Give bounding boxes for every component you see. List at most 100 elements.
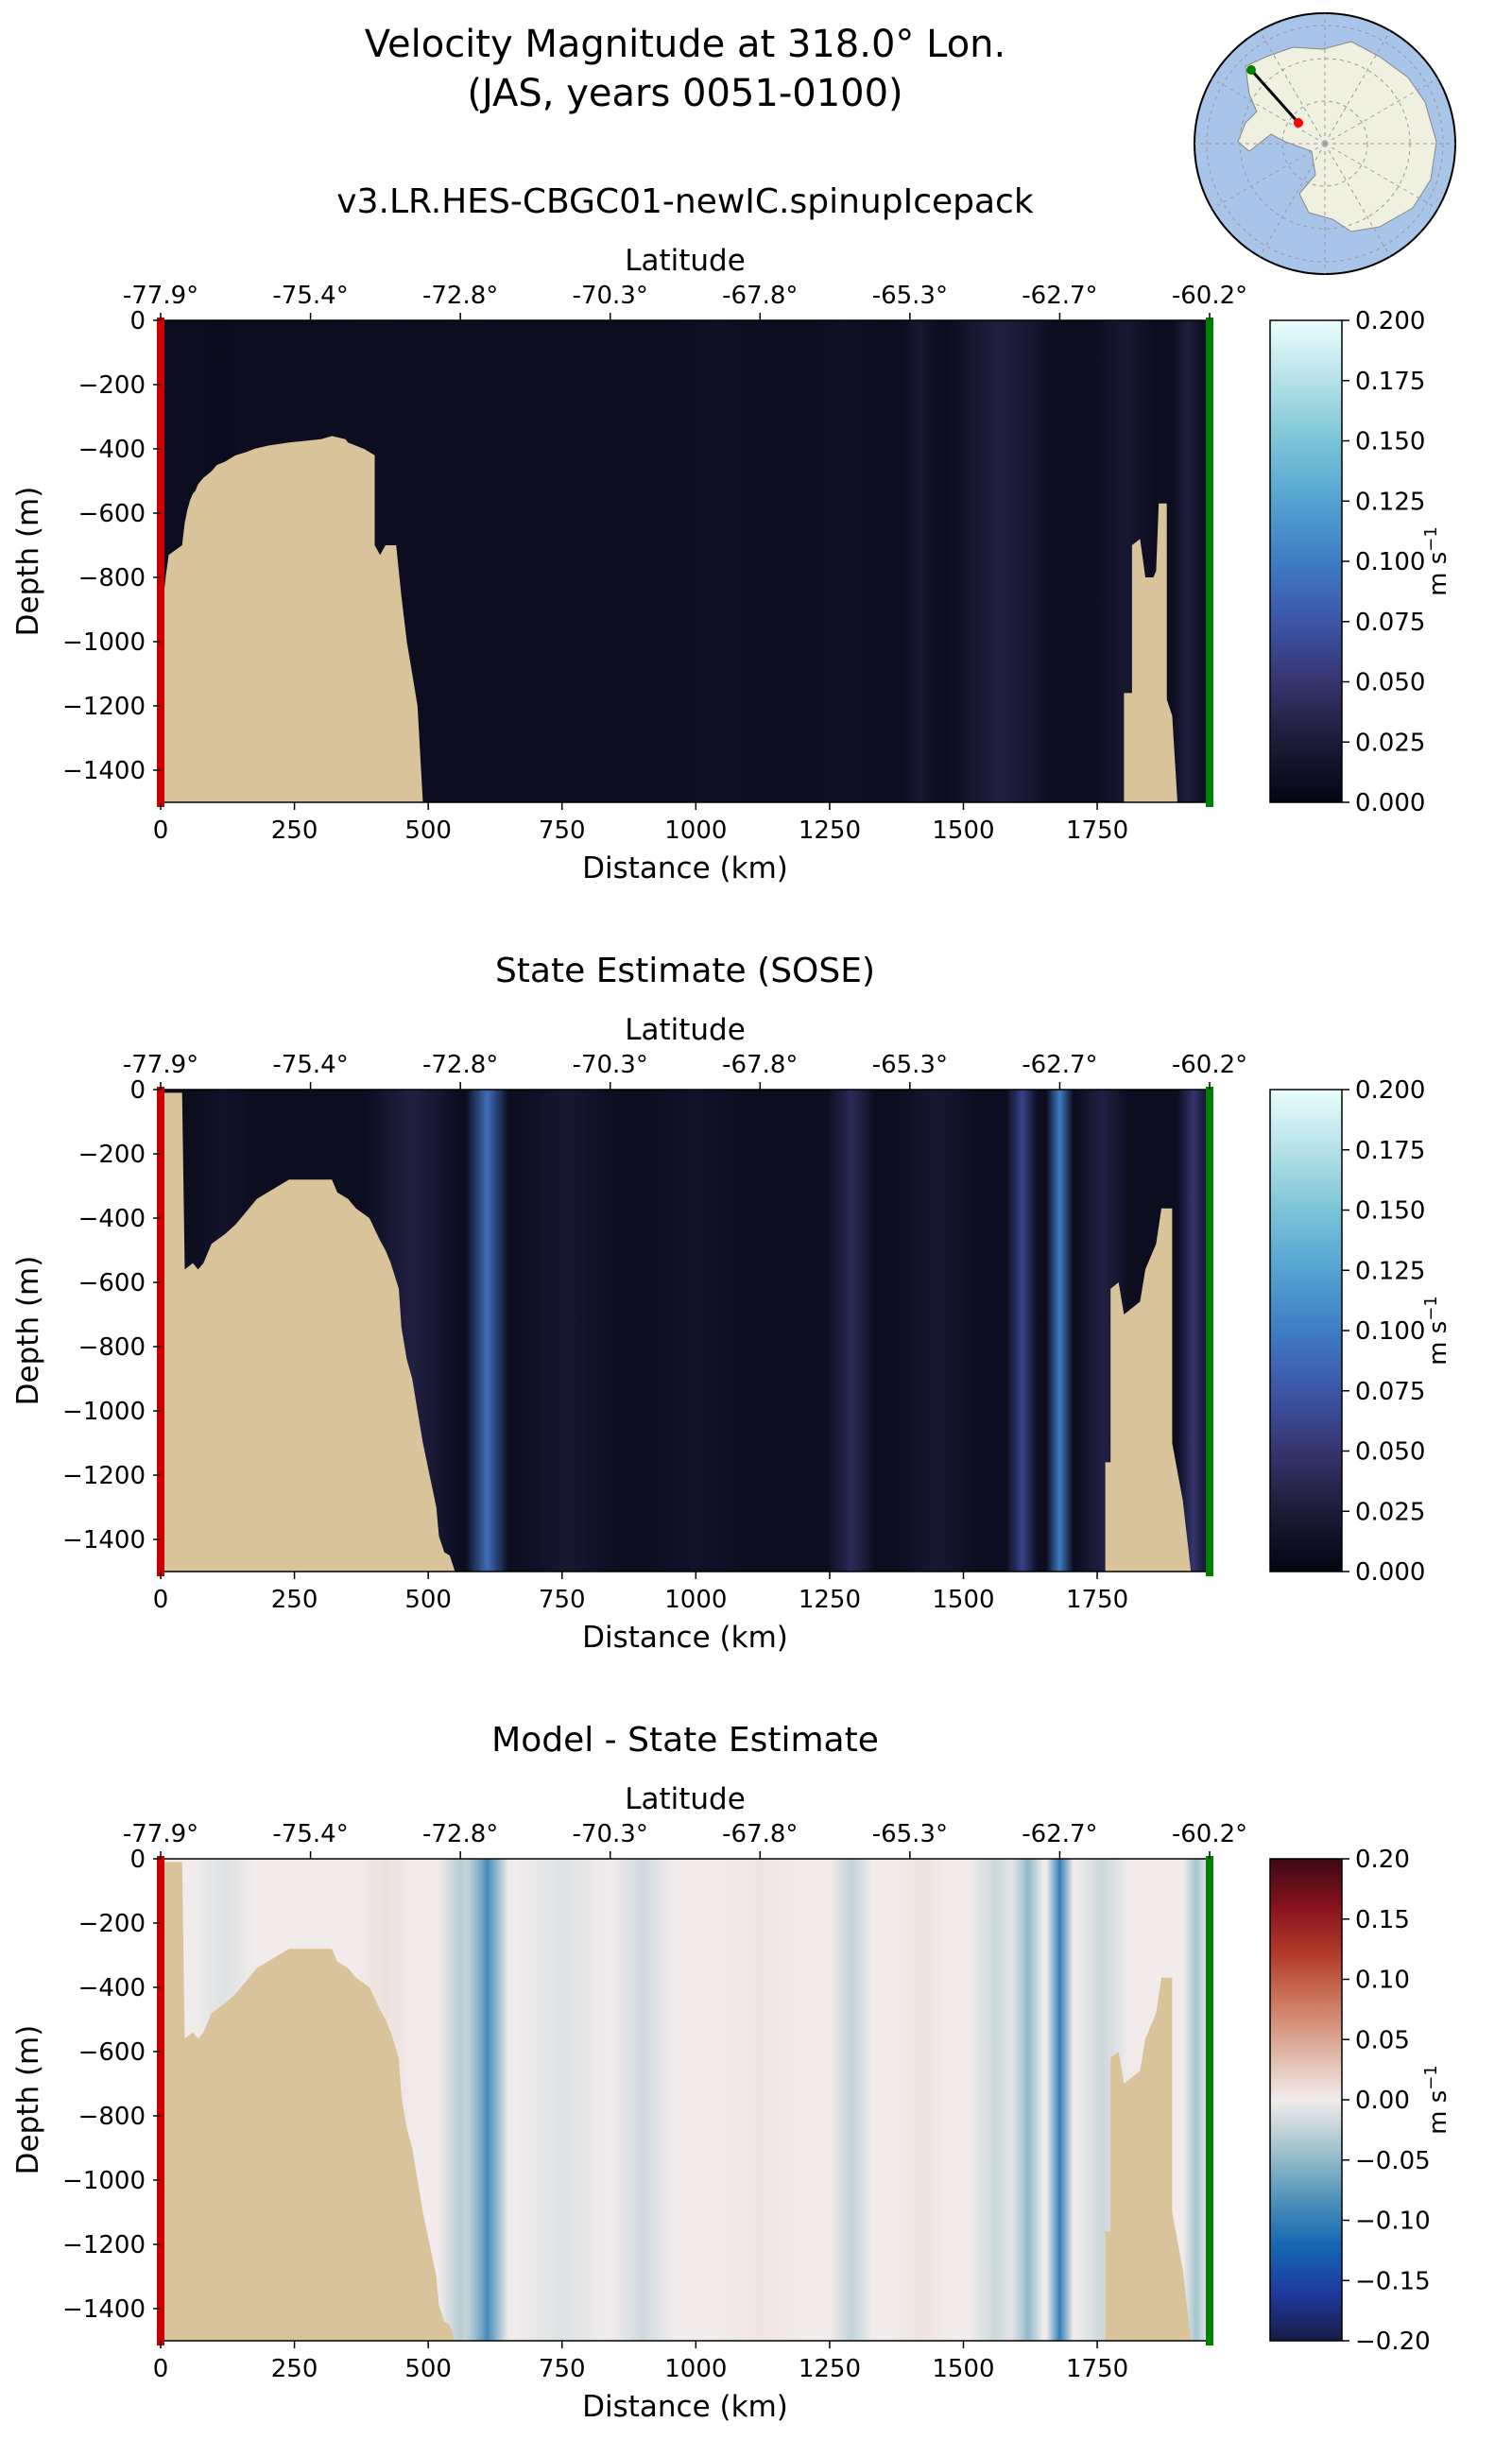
velocity-band (947, 320, 1055, 802)
velocity-band (1177, 1090, 1210, 1572)
colorbar-tick-label: 0.05 (1355, 2026, 1410, 2054)
colorbar-tick-label: 0.050 (1355, 669, 1425, 697)
latitude-tick-label: -67.8° (722, 1820, 798, 1848)
y-tick-label: −600 (78, 2038, 146, 2067)
y-tick-label: −400 (78, 1205, 146, 1233)
panel-title: State Estimate (SOSE) (495, 952, 875, 990)
velocity-band (706, 1859, 814, 2341)
panel-model: v3.LR.HES-CBGC01-newIC.spinupIcepack Lati… (11, 182, 1452, 885)
colorbar-tick-label: 0.025 (1355, 1498, 1425, 1526)
velocity-band (888, 1859, 954, 2341)
y-tick-label: 0 (129, 1076, 146, 1105)
colorbar-tick-label: −0.15 (1355, 2267, 1431, 2295)
x-axis-label: Distance (km) (582, 851, 788, 885)
colorbar-tick-label: −0.05 (1355, 2147, 1431, 2175)
section-end-line (1206, 1087, 1213, 1576)
velocity-band (465, 1859, 509, 2341)
latitude-tick-label: -62.7° (1022, 1820, 1097, 1848)
y-tick-label: −1000 (62, 628, 146, 657)
y-tick-label: 0 (129, 307, 146, 335)
inset-end-point (1246, 65, 1256, 75)
latitude-tick-label: -62.7° (1022, 1051, 1097, 1079)
seafloor-topography (161, 436, 1177, 802)
velocity-band (893, 1090, 980, 1572)
latitude-tick-label: -65.3° (872, 282, 948, 310)
y-axis-label: Depth (m) (11, 487, 45, 637)
latitude-tick-label: -70.3° (573, 282, 648, 310)
latitude-tick-label: -67.8° (722, 1051, 798, 1079)
velocity-band (829, 1859, 873, 2341)
x-tick-label: 0 (153, 816, 169, 845)
y-tick-label: −1000 (62, 1398, 146, 1426)
colorbar-tick-label: 0.025 (1355, 729, 1425, 757)
x-tick-label: 750 (539, 1586, 586, 1614)
colorbar-tick-label: 0.200 (1355, 1076, 1425, 1105)
latitude-axis-label: Latitude (625, 244, 746, 278)
latitude-tick-label: -60.2° (1172, 1051, 1247, 1079)
velocity-band (513, 1090, 622, 1572)
velocity-band (433, 320, 498, 802)
x-tick-label: 0 (153, 1586, 169, 1614)
y-tick-label: −400 (78, 436, 146, 464)
y-tick-label: −1400 (62, 1526, 146, 1555)
y-tick-label: −200 (78, 1141, 146, 1169)
x-tick-label: 1750 (1066, 1586, 1128, 1614)
latitude-tick-label: -72.8° (422, 1051, 498, 1079)
colorbar-tick-label: 0.150 (1355, 1197, 1425, 1226)
colorbar-tick-label: 0.15 (1355, 1906, 1410, 1934)
colorbar-tick-label: 0.10 (1355, 1967, 1410, 1995)
colorbar-label: m s−1 (1421, 2065, 1452, 2135)
seafloor-topography (161, 1092, 1192, 1572)
panel-title: Model - State Estimate (491, 1721, 879, 1760)
y-tick-label: −1200 (62, 693, 146, 721)
latitude-tick-label: -60.2° (1172, 282, 1247, 310)
colorbar-tick-label: 0.200 (1355, 307, 1425, 335)
colorbar-tick-label: 0.175 (1355, 1137, 1425, 1165)
colorbar-tick-label: 0.075 (1355, 609, 1425, 637)
y-tick-label: −1000 (62, 2167, 146, 2195)
colorbar-tick-label: 0.000 (1355, 1558, 1425, 1587)
velocity-band (1046, 1859, 1074, 2341)
x-tick-label: 1500 (932, 1586, 994, 1614)
velocity-band (1011, 1859, 1044, 2341)
panel-difference: Model - State Estimate Latitude 0 250 500 750… (11, 1721, 1452, 2424)
y-axis-label: Depth (m) (11, 1256, 45, 1406)
colorbar-tick-label: 0.125 (1355, 1257, 1425, 1285)
x-tick-label: 750 (539, 2355, 586, 2383)
x-tick-label: 1000 (664, 816, 727, 845)
y-tick-label: 0 (129, 1846, 146, 1874)
colorbar-label: m s−1 (1421, 1296, 1452, 1366)
seafloor-topography (161, 1862, 1192, 2341)
y-tick-label: −600 (78, 1269, 146, 1297)
velocity-band (902, 320, 940, 802)
velocity-band (519, 320, 616, 802)
velocity-band (1046, 1090, 1074, 1572)
velocity-band (1182, 1859, 1210, 2341)
colorbar-tick-label: 0.100 (1355, 548, 1425, 576)
x-tick-label: 1500 (932, 816, 994, 845)
y-tick-label: −200 (78, 371, 146, 400)
y-tick-label: −800 (78, 564, 146, 593)
panel-sose: State Estimate (SOSE) Latitude 0 250 500 750 1… (11, 952, 1452, 1655)
x-tick-label: 500 (404, 2355, 452, 2383)
colorbar-tick-label: −0.10 (1355, 2208, 1431, 2236)
latitude-tick-label: -65.3° (872, 1820, 948, 1848)
x-tick-label: 500 (404, 1586, 452, 1614)
x-tick-label: 250 (271, 2355, 318, 2383)
latitude-tick-label: -72.8° (422, 1820, 498, 1848)
antarctica-polar-map-icon (1194, 12, 1456, 275)
x-tick-label: 500 (404, 816, 452, 845)
x-axis-label: Distance (km) (582, 2390, 788, 2424)
latitude-tick-label: -60.2° (1172, 1820, 1247, 1848)
y-tick-label: −800 (78, 2103, 146, 2131)
latitude-tick-label: -67.8° (722, 282, 798, 310)
section-start-line (157, 1856, 164, 2345)
colorbar-tick-label: 0.20 (1355, 1846, 1410, 1874)
x-tick-label: 1500 (932, 2355, 994, 2383)
x-tick-label: 1250 (799, 2355, 861, 2383)
y-tick-label: −1200 (62, 1462, 146, 1490)
colorbar-label: m s−1 (1421, 526, 1452, 596)
y-tick-label: −800 (78, 1333, 146, 1362)
latitude-axis-label: Latitude (625, 1782, 746, 1816)
velocity-band (827, 1090, 876, 1572)
